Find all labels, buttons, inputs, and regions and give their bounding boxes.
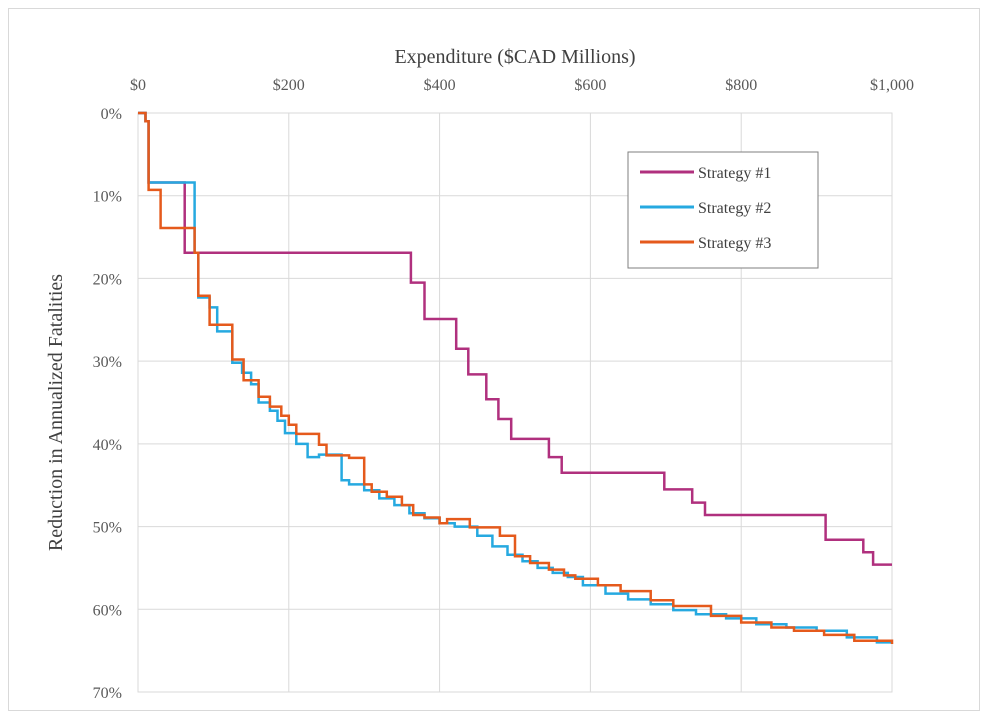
series-line-1 <box>138 111 892 566</box>
chart-frame <box>8 8 980 711</box>
y-tick-label: 20% <box>93 271 122 288</box>
legend-label-1: Strategy #1 <box>698 165 771 182</box>
y-tick-label: 30% <box>93 354 122 371</box>
x-tick-label: $600 <box>574 77 606 94</box>
plot-area <box>137 112 893 693</box>
y-tick-label: 40% <box>93 437 122 454</box>
x-tick-labels: $0 $200 $400 $600 $800 $1,000 <box>130 77 914 94</box>
x-tick-label: $1,000 <box>870 77 914 94</box>
legend-label-3: Strategy #3 <box>698 235 771 252</box>
x-axis-title: Expenditure ($CAD Millions) <box>394 46 635 68</box>
x-tick-label: $0 <box>130 77 146 94</box>
legend-label-2: Strategy #2 <box>698 200 771 217</box>
series-line-3 <box>138 111 894 644</box>
y-tick-label: 70% <box>93 685 122 702</box>
y-tick-label: 10% <box>93 189 122 206</box>
y-tick-label: 0% <box>101 106 122 123</box>
x-tick-label: $200 <box>273 77 305 94</box>
legend: Strategy #1 Strategy #2 Strategy #3 <box>627 151 819 269</box>
x-tick-label: $800 <box>725 77 757 94</box>
y-tick-label: 50% <box>93 520 122 537</box>
y-tick-labels: 0% 10% 20% 30% 40% 50% 60% 70% <box>93 106 122 702</box>
y-tick-label: 60% <box>93 602 122 619</box>
y-axis-title: Reduction in Annualized Fatalities <box>45 274 67 551</box>
series-layer <box>138 111 894 644</box>
series-line-2 <box>138 111 892 644</box>
x-tick-label: $400 <box>424 77 456 94</box>
